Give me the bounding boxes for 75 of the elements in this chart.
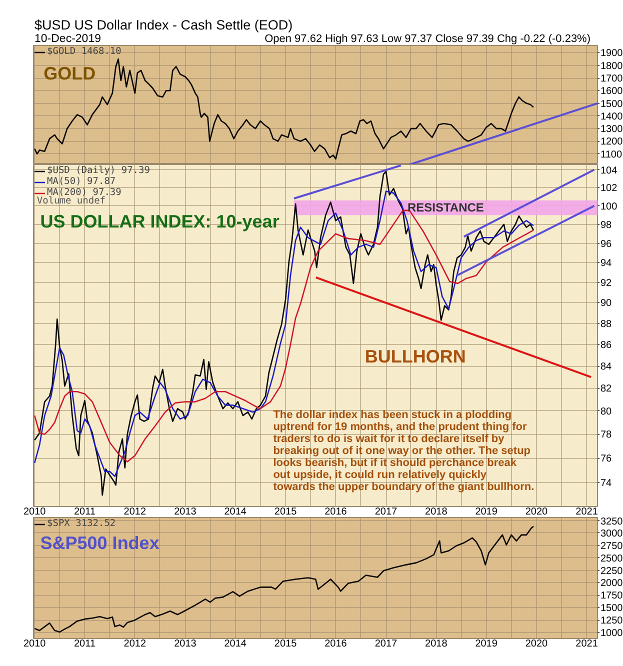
- y-tick-label: 88: [600, 318, 612, 330]
- legend-label: $GOLD 1468.10: [47, 46, 122, 57]
- y-tick-label: 86: [600, 340, 612, 351]
- x-tick-label: 2017: [374, 638, 398, 650]
- x-tick-label: 2016: [324, 506, 348, 518]
- y-tick-label: 2000: [600, 578, 623, 590]
- y-tick-label: 102: [600, 183, 618, 194]
- x-tick-label: 2020: [525, 638, 548, 650]
- annotation: S&P500 Index: [40, 532, 160, 553]
- x-tick-label: 2016: [324, 638, 348, 650]
- y-tick-label: 78: [600, 430, 612, 441]
- y-tick-label: 96: [600, 238, 612, 250]
- y-tick-label: 82: [600, 384, 612, 395]
- chart-subtitle: 10-Dec-2019: [34, 33, 101, 45]
- y-tick-label: 1300: [600, 124, 623, 136]
- y-tick-label: 98: [600, 220, 612, 231]
- x-tick-label: 2020: [525, 506, 548, 518]
- y-tick-label: 1600: [600, 86, 623, 98]
- y-tick-label: 1700: [600, 74, 623, 84]
- y-tick-label: 104: [600, 165, 618, 176]
- y-tick-label: 100: [600, 201, 618, 212]
- y-tick-label: 80: [600, 406, 612, 418]
- x-tick-label: 2011: [74, 638, 96, 650]
- x-tick-label: 2013: [174, 506, 197, 518]
- x-tick-label: 2011: [74, 506, 96, 518]
- x-tick-label: 2012: [124, 638, 146, 650]
- annotation: BULLHORN: [364, 346, 466, 366]
- legend-label: $SPX 3132.52: [47, 518, 116, 529]
- x-tick-label: 2018: [425, 638, 448, 650]
- y-tick-label: 92: [600, 278, 612, 289]
- x-tick-label: 2019: [475, 638, 498, 650]
- x-tick-label: 2013: [174, 638, 197, 650]
- x-tick-label: 2015: [274, 506, 298, 518]
- x-tick-label: 2012: [124, 506, 146, 518]
- line-series: [34, 526, 534, 633]
- legend-label: MA(50) 97.87: [47, 176, 116, 187]
- y-tick-label: 1500: [600, 603, 623, 614]
- y-tick-label: 1400: [600, 111, 623, 122]
- y-tick-label: 1800: [600, 60, 623, 72]
- annotation: Volume undef: [36, 196, 106, 207]
- y-tick-label: 1500: [600, 98, 623, 110]
- y-tick-label: 1900: [600, 48, 623, 60]
- x-tick-label: 2021: [576, 506, 598, 518]
- x-tick-label: 2015: [274, 638, 298, 650]
- chart-title: $USD US Dollar Index - Cash Settle (EOD): [34, 18, 293, 32]
- y-tick-label: 90: [600, 298, 612, 310]
- y-tick-label: 2750: [600, 540, 623, 552]
- x-tick-label: 2019: [475, 506, 498, 518]
- y-tick-label: 84: [600, 362, 612, 373]
- legend-label: $USD (Daily) 97.39: [47, 165, 150, 176]
- y-tick-label: 1200: [600, 136, 623, 148]
- x-tick-label: 2014: [224, 506, 247, 518]
- y-tick-label: 2250: [600, 566, 623, 577]
- y-tick-label: 1000: [600, 628, 623, 640]
- x-tick-label: 2014: [224, 638, 247, 650]
- y-tick-label: 1100: [600, 149, 622, 160]
- x-tick-label: 2021: [576, 638, 598, 650]
- y-tick-label: 2500: [600, 553, 623, 564]
- y-tick-label: 3250: [600, 516, 623, 528]
- x-tick-label: 2017: [374, 506, 398, 518]
- y-tick-label: 74: [600, 478, 612, 490]
- x-tick-label: 2010: [23, 638, 46, 650]
- line-series: [34, 58, 534, 160]
- x-tick-label: 2010: [23, 506, 46, 518]
- y-tick-label: 1750: [600, 590, 623, 602]
- text: Open 97.62 High 97.63 Low 97.37 Close 97.39 Chg -0.22 (-0.23%): [264, 33, 591, 45]
- annotation: GOLD: [44, 63, 96, 84]
- annotation: US DOLLAR INDEX: 10-year: [40, 212, 280, 232]
- y-tick-label: 94: [600, 258, 612, 270]
- x-tick-label: 2018: [425, 506, 448, 518]
- y-tick-label: 1250: [600, 616, 623, 627]
- y-tick-label: 76: [600, 454, 612, 465]
- y-tick-label: 3000: [600, 528, 623, 540]
- band-label: RESISTANCE: [407, 200, 484, 215]
- annotation: The dollar index has been stuck in a plodding uptrend for 19 months, and the prudent thing for traders to do is wait for it to declare itself by breaking out of it one way or the other. The setup looks bearish, but if it should perchance break out upside, it could run relatively quickly towards the upper boundary of the giant bullhorn.: [273, 409, 534, 494]
